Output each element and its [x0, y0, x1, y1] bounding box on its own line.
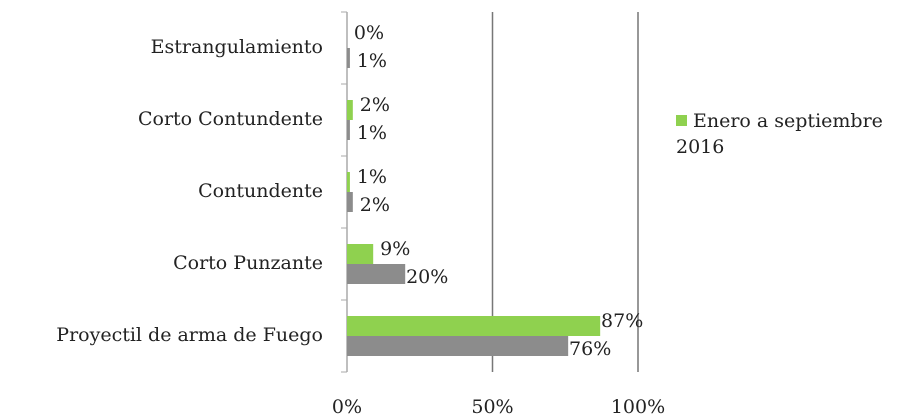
data-label: 87%: [601, 310, 643, 332]
bar: [347, 48, 350, 68]
bar: [347, 172, 350, 192]
legend-label: Enero a septiembre 2016: [676, 110, 883, 158]
bar: [347, 120, 350, 140]
data-label: 0%: [354, 22, 384, 44]
legend-item: Enero a septiembre 2016: [676, 108, 916, 160]
bar: [347, 244, 374, 264]
y-tick-label: Contundente: [198, 180, 323, 202]
bar: [347, 336, 569, 356]
data-label: 1%: [357, 166, 387, 188]
bar: [347, 316, 601, 336]
y-tick-label: Estrangulamiento: [151, 36, 323, 58]
x-tick-label: 100%: [611, 396, 665, 418]
data-label: 9%: [380, 238, 410, 260]
x-tick-label: 0%: [332, 396, 362, 418]
bar: [347, 100, 353, 120]
x-tick-label: 50%: [471, 396, 513, 418]
legend: Enero a septiembre 2016: [676, 108, 916, 160]
bar: [347, 192, 353, 212]
y-tick-label: Corto Punzante: [173, 252, 323, 274]
y-tick-label: Proyectil de arma de Fuego: [56, 324, 323, 346]
y-tick-label: Corto Contundente: [138, 108, 323, 130]
data-label: 76%: [569, 338, 611, 360]
data-label: 1%: [357, 122, 387, 144]
data-label: 2%: [360, 94, 390, 116]
data-label: 20%: [406, 266, 448, 288]
legend-swatch: [676, 115, 687, 126]
data-label: 1%: [357, 50, 387, 72]
data-label: 2%: [360, 194, 390, 216]
bar: [347, 264, 406, 284]
